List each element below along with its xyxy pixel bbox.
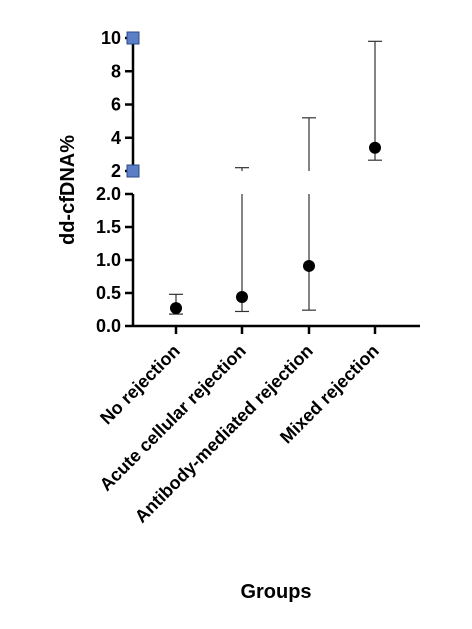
axis-break-marker — [126, 164, 140, 178]
y-tick-label: 6 — [111, 95, 121, 115]
y-tick-label: 1.0 — [96, 250, 121, 270]
data-point — [170, 302, 182, 315]
data-point — [236, 290, 248, 303]
y-tick-label: 4 — [111, 128, 121, 148]
axes — [125, 31, 420, 334]
data-point — [303, 259, 315, 272]
y-tick-label: 1.5 — [96, 217, 121, 237]
y-tick-label: 10 — [101, 28, 121, 48]
y-tick-label: 2.0 — [96, 184, 121, 204]
axis-break-marker — [126, 31, 140, 45]
x-axis-title: Groups — [240, 581, 311, 603]
y-tick-label: 0.0 — [96, 316, 121, 336]
y-tick-label: 8 — [111, 61, 121, 81]
y-axis-title: dd-cfDNA% — [57, 135, 79, 245]
data-point — [369, 141, 381, 154]
y-tick-label: 2 — [111, 161, 121, 181]
y-tick-label: 0.5 — [96, 283, 121, 303]
data-points — [169, 40, 382, 315]
